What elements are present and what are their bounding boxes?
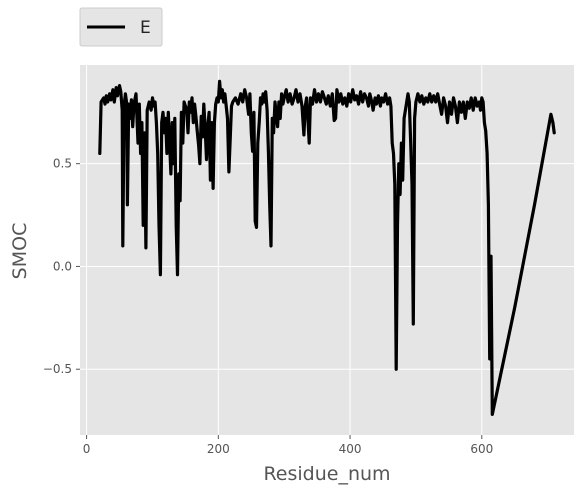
y-axis-ticks: −0.5 0.0 0.5 (43, 157, 80, 376)
x-axis-label: Residue_num (263, 463, 390, 485)
y-tick-label: 0.0 (53, 259, 72, 273)
x-axis-ticks: 0 200 400 600 (83, 435, 493, 456)
series-line-e (98, 79, 556, 416)
y-tick-label: 0.5 (53, 157, 72, 171)
x-tick-label: 600 (470, 442, 493, 456)
x-tick-label: 400 (339, 442, 362, 456)
x-tick-label: 0 (83, 442, 91, 456)
series-lines (98, 79, 556, 416)
y-tick-label: −0.5 (43, 362, 72, 376)
legend: E (79, 7, 163, 47)
x-tick-label: 200 (207, 442, 230, 456)
legend-label-e: E (140, 18, 151, 38)
y-axis-label: SMOC (9, 223, 31, 280)
